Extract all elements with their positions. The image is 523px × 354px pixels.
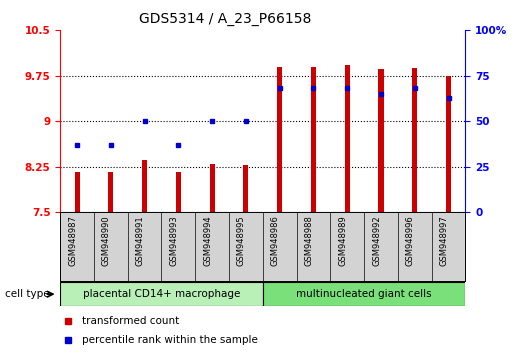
- Bar: [345, 65, 350, 212]
- Text: GSM948990: GSM948990: [102, 215, 111, 266]
- Text: GSM948991: GSM948991: [135, 215, 144, 266]
- Bar: [210, 164, 214, 212]
- Text: GSM948995: GSM948995: [237, 215, 246, 266]
- Text: GSM948996: GSM948996: [406, 215, 415, 266]
- FancyBboxPatch shape: [263, 282, 465, 306]
- Text: GSM948997: GSM948997: [439, 215, 449, 266]
- Text: GSM948988: GSM948988: [304, 215, 313, 266]
- Bar: [277, 67, 282, 212]
- Text: cell type: cell type: [5, 289, 50, 299]
- Text: GSM948989: GSM948989: [338, 215, 347, 266]
- FancyBboxPatch shape: [60, 282, 263, 306]
- Text: transformed count: transformed count: [83, 316, 180, 326]
- Bar: [311, 67, 316, 212]
- Text: percentile rank within the sample: percentile rank within the sample: [83, 335, 258, 345]
- Text: GSM948993: GSM948993: [169, 215, 178, 266]
- Text: GSM948992: GSM948992: [372, 215, 381, 266]
- Bar: [142, 160, 147, 212]
- Text: GSM948986: GSM948986: [271, 215, 280, 266]
- Bar: [412, 68, 417, 212]
- Bar: [379, 69, 383, 212]
- Bar: [243, 165, 248, 212]
- Text: GDS5314 / A_23_P66158: GDS5314 / A_23_P66158: [139, 12, 311, 27]
- Bar: [446, 76, 451, 212]
- Text: GSM948994: GSM948994: [203, 215, 212, 266]
- Bar: [74, 172, 79, 212]
- Text: GSM948987: GSM948987: [68, 215, 77, 266]
- Text: placental CD14+ macrophage: placental CD14+ macrophage: [83, 289, 240, 299]
- Bar: [108, 172, 113, 212]
- Text: multinucleated giant cells: multinucleated giant cells: [297, 289, 432, 299]
- Bar: [176, 172, 181, 212]
